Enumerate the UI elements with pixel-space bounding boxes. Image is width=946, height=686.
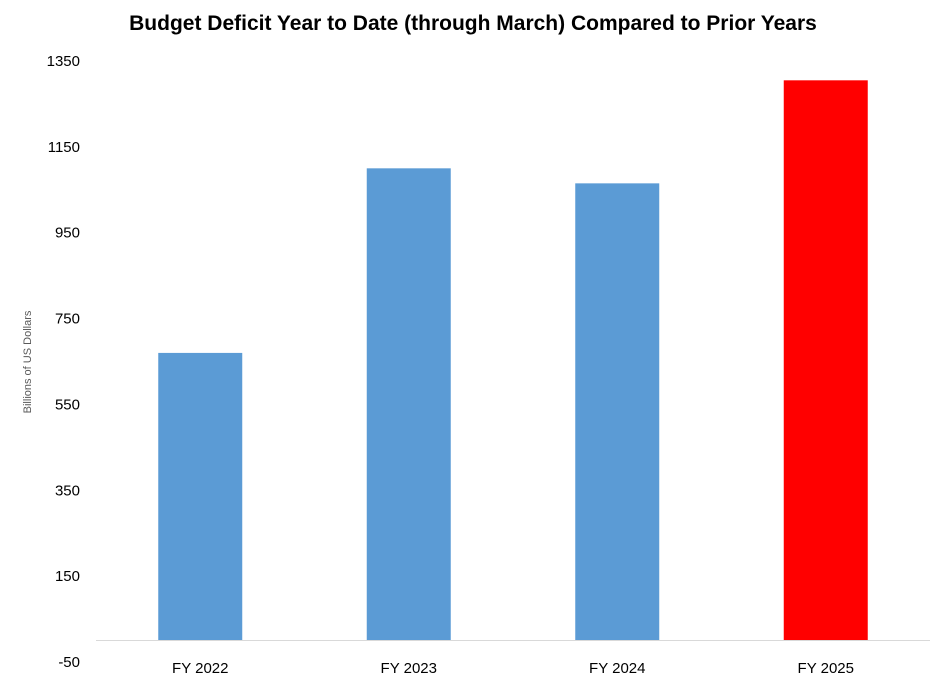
bar-fy-2024	[575, 183, 660, 641]
y-tick-label: 150	[55, 568, 80, 585]
y-tick-label: 350	[55, 482, 80, 499]
y-tick-label: -50	[58, 654, 80, 671]
chart-title: Budget Deficit Year to Date (through Mar…	[129, 12, 817, 35]
x-tick-labels: FY 2022 FY 2023 FY 2024 FY 2025	[172, 660, 854, 677]
x-tick-label: FY 2024	[589, 660, 645, 677]
bar-fy-2025	[783, 80, 868, 641]
x-tick-label: FY 2022	[172, 660, 228, 677]
x-tick-label: FY 2025	[798, 660, 854, 677]
y-tick-label: 1350	[47, 53, 80, 70]
y-tick-label: 950	[55, 225, 80, 242]
bars	[158, 80, 868, 641]
y-tick-label: 550	[55, 396, 80, 413]
y-axis-label: Billions of US Dollars	[22, 310, 34, 413]
x-tick-label: FY 2023	[381, 660, 437, 677]
y-tick-labels: -50 150 350 550 750 950 1150 1350	[47, 53, 80, 671]
bar-fy-2022	[158, 352, 243, 641]
bar-fy-2023	[366, 168, 451, 641]
y-tick-label: 1150	[48, 139, 80, 156]
y-tick-label: 750	[55, 311, 80, 328]
